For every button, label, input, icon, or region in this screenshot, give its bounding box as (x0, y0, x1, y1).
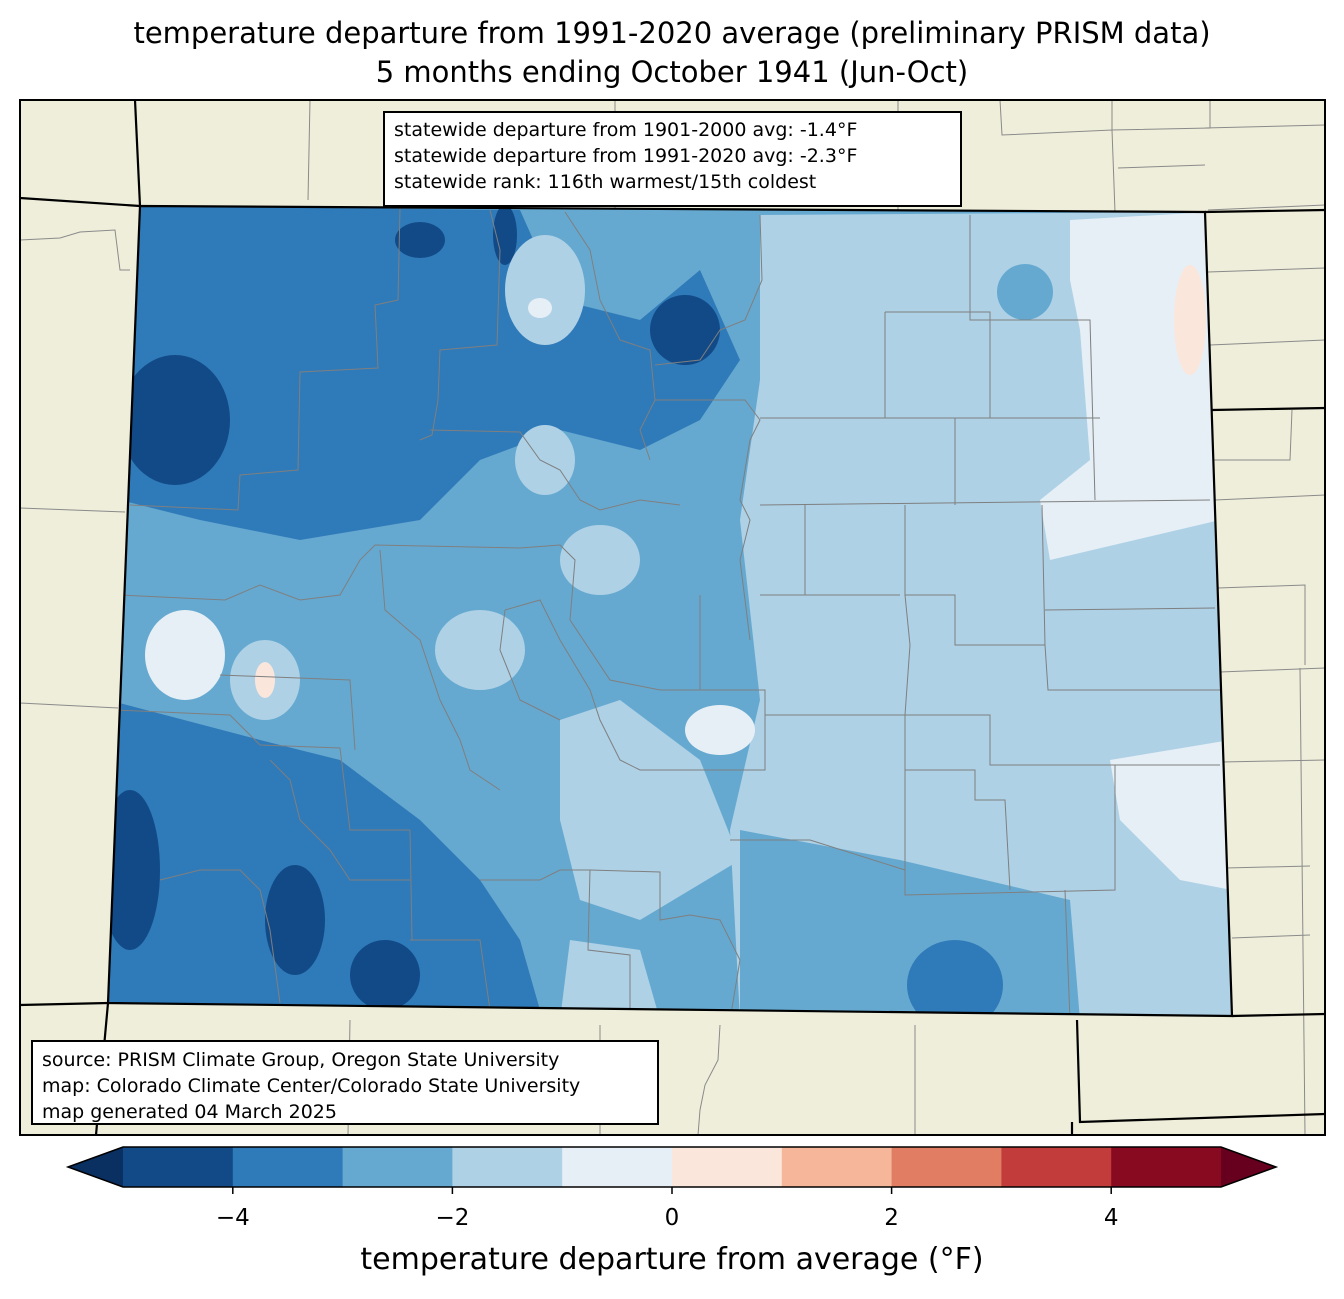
colorbar-tick-label: 0 (664, 1205, 680, 1231)
colorbar-tick-label: −2 (435, 1205, 470, 1231)
stats-line-1901-2000: statewide departure from 1901-2000 avg: … (394, 119, 858, 141)
state-borders (20, 100, 1325, 1135)
county-lines (114, 207, 1220, 1016)
generated-date-line: map generated 04 March 2025 (42, 1101, 337, 1123)
statewide-stats-box: statewide departure from 1901-2000 avg: … (383, 111, 962, 207)
colorbar-tick-label: 2 (884, 1205, 899, 1231)
map-title-line2: 5 months ending October 1941 (Jun-Oct) (375, 55, 969, 89)
colorbar-label: temperature departure from average (°F) (360, 1242, 984, 1277)
stats-line-rank: statewide rank: 116th warmest/15th colde… (394, 171, 817, 193)
temperature-field (108, 206, 1232, 1016)
colorbar-tick-label: 4 (1103, 1205, 1119, 1231)
map-title-line1: temperature departure from 1991-2020 ave… (133, 16, 1211, 50)
source-box: source: PRISM Climate Group, Oregon Stat… (31, 1040, 659, 1125)
map-credit-line: map: Colorado Climate Center/Colorado St… (42, 1075, 581, 1097)
source-line: source: PRISM Climate Group, Oregon Stat… (42, 1049, 560, 1071)
map-frame-border (19, 99, 1326, 1136)
colorbar-tick-label: −4 (215, 1205, 250, 1231)
stats-line-1991-2020: statewide departure from 1991-2020 avg: … (394, 145, 858, 167)
